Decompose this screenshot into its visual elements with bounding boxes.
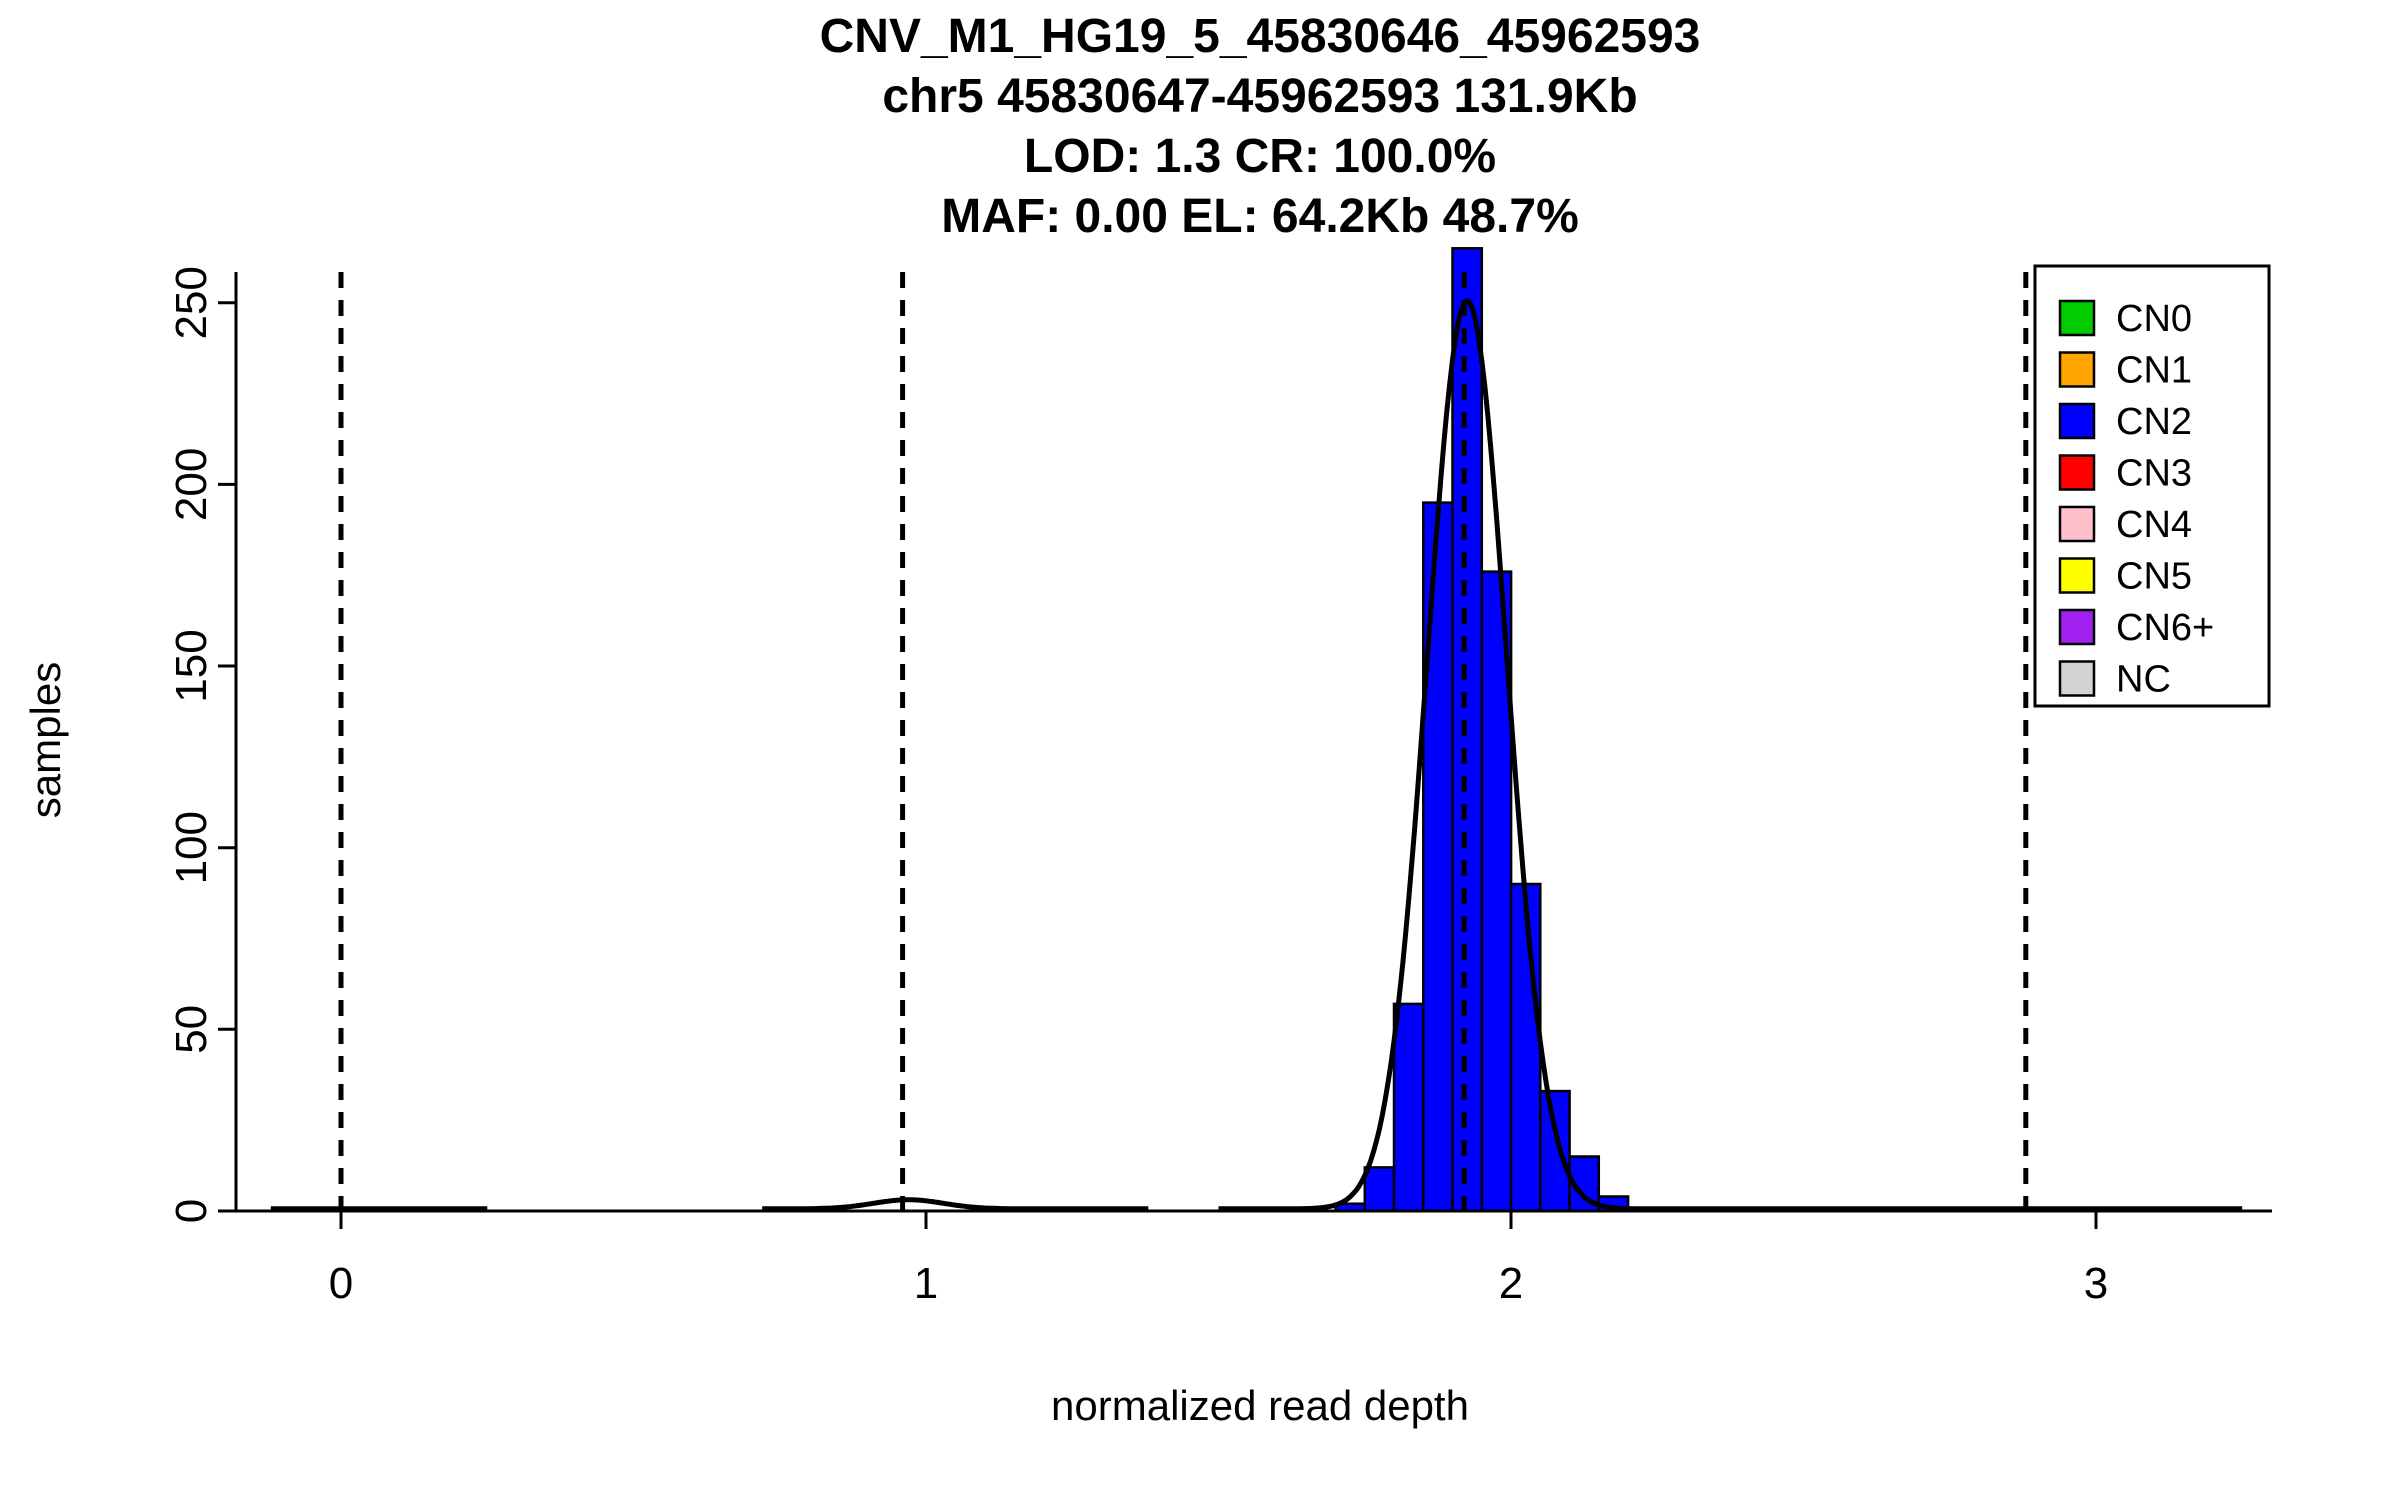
plot-title-line-2: chr5 45830647-45962593 131.9Kb [882, 70, 1637, 123]
plot-title-line-1: CNV_M1_HG19_5_45830646_45962593 [820, 10, 1701, 63]
legend-swatch-cn1-icon [2058, 351, 2096, 388]
legend-swatch-cn0-icon [2058, 299, 2096, 337]
legend-swatch-cn5-icon [2058, 557, 2096, 594]
legend-swatch-cn6plus-icon [2058, 608, 2096, 646]
x-axis-tick-label: 3 [2084, 1259, 2108, 1308]
y-axis-tick-label: 0 [167, 1199, 216, 1223]
histogram-bar [1451, 247, 1484, 1213]
y-axis-tick-label: 100 [167, 811, 216, 884]
y-axis-tick-label: 200 [167, 448, 216, 521]
y-axis-tick-label: 50 [167, 1005, 216, 1054]
y-axis-label: samples [22, 662, 69, 818]
legend-swatch-cn4-icon [2058, 505, 2096, 543]
legend-label-cn0: CN0 [2116, 298, 2192, 340]
legend-label-cn1: CN1 [2116, 350, 2192, 392]
legend-label-cn4: CN4 [2116, 504, 2192, 546]
plot-titles: CNV_M1_HG19_5_45830646_45962593 chr5 458… [820, 10, 1701, 243]
x-axis-tick-label: 0 [329, 1259, 353, 1308]
histogram-bar [1509, 882, 1542, 1213]
legend-label-cn2: CN2 [2116, 401, 2192, 443]
density-curve [762, 1197, 1149, 1212]
histogram-bars [1334, 247, 1630, 1213]
density-curve [1218, 298, 2243, 1212]
legend-swatch-cn3-icon [2058, 454, 2096, 491]
histogram-bar [1539, 1089, 1571, 1213]
x-axis-tick-label: 1 [914, 1259, 938, 1308]
legend-label-cn5: CN5 [2116, 556, 2192, 598]
legend-swatch-nc-icon [2058, 660, 2096, 697]
x-axis-tick-label: 2 [1499, 1259, 1523, 1308]
plot-title-line-4: MAF: 0.00 EL: 64.2Kb 48.7% [941, 190, 1579, 243]
x-axis-label: normalized read depth [1051, 1382, 1469, 1429]
y-axis-tick-label: 250 [167, 266, 216, 339]
histogram-bar [1422, 501, 1454, 1213]
copy-number-guidelines [338, 272, 2029, 1211]
density-curves [270, 298, 2243, 1212]
legend-label-nc: NC [2116, 659, 2171, 701]
y-axis-tick-label: 150 [167, 629, 216, 702]
plot-title-line-3: LOD: 1.3 CR: 100.0% [1024, 130, 1496, 183]
legend-label-cn3: CN3 [2116, 453, 2192, 495]
histogram-bar [1392, 1002, 1425, 1213]
histogram-bar [1363, 1166, 1396, 1213]
legend-label-cn6plus: CN6+ [2116, 607, 2214, 649]
legend-swatch-cn2-icon [2058, 402, 2096, 440]
axes: 0 1 2 3 0 50 100 150 200 250 [167, 266, 2272, 1308]
legend: CN0 CN1 CN2 CN3 CN4 CN5 CN6+ NC [2033, 264, 2271, 708]
